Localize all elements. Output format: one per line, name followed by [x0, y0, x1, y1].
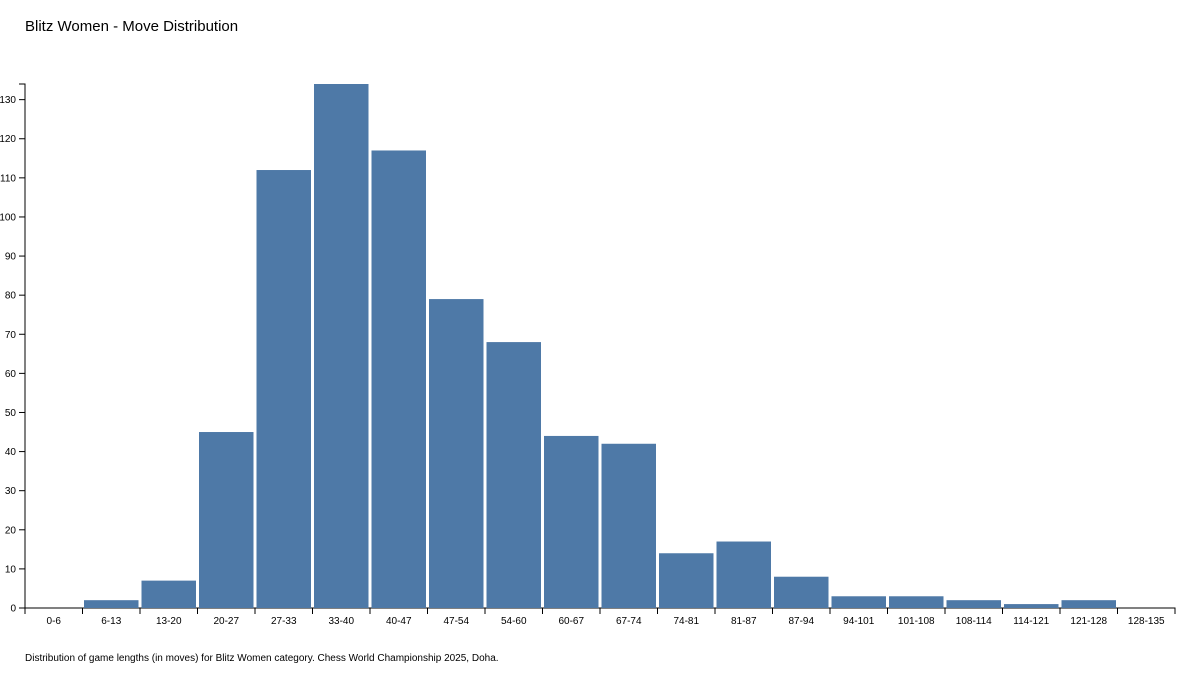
y-tick-label: 90 [5, 252, 17, 263]
x-tick-label: 128-135 [1128, 616, 1165, 627]
y-tick-label: 70 [5, 330, 17, 341]
bar [659, 553, 714, 608]
bar [946, 600, 1001, 608]
x-tick-label: 108-114 [956, 616, 992, 627]
bar [774, 576, 829, 608]
chart-title: Blitz Women - Move Distribution [25, 18, 238, 35]
x-tick-label: 114-121 [1013, 616, 1049, 627]
x-tick-label: 33-40 [328, 616, 354, 627]
x-tick-label: 60-67 [558, 616, 584, 627]
x-tick-label: 121-128 [1070, 616, 1107, 627]
bar [1004, 604, 1059, 608]
bar [371, 150, 426, 609]
y-tick-label: 100 [0, 212, 16, 223]
x-tick-label: 74-81 [673, 616, 699, 627]
y-tick-label: 10 [5, 564, 17, 575]
y-tick-label: 50 [5, 408, 17, 419]
bar [1061, 600, 1116, 608]
x-tick-label: 87-94 [788, 616, 814, 627]
bar [486, 342, 541, 608]
x-tick-label: 81-87 [731, 616, 757, 627]
y-tick-label: 0 [10, 604, 16, 615]
x-tick-label: 40-47 [386, 616, 412, 627]
bar [199, 432, 254, 608]
bar [889, 596, 944, 608]
x-tick-label: 67-74 [616, 616, 642, 627]
bar [84, 600, 139, 608]
x-tick-label: 27-33 [271, 616, 297, 627]
bar [601, 443, 656, 608]
bar [429, 299, 484, 608]
y-tick-label: 110 [0, 173, 16, 184]
x-tick-label: 47-54 [443, 616, 469, 627]
x-tick-label: 54-60 [501, 616, 527, 627]
bar [141, 580, 196, 608]
y-tick-label: 40 [5, 447, 17, 458]
x-tick-label: 94-101 [843, 616, 875, 627]
chart-caption: Distribution of game lengths (in moves) … [25, 653, 499, 664]
bar [314, 84, 369, 608]
bar [716, 541, 771, 608]
bar [544, 435, 599, 608]
x-tick-label: 13-20 [156, 616, 182, 627]
x-tick-label: 101-108 [898, 616, 935, 627]
x-tick-label: 20-27 [213, 616, 239, 627]
y-tick-label: 80 [5, 291, 17, 302]
y-tick-label: 60 [5, 369, 17, 380]
y-tick-label: 120 [0, 134, 16, 145]
bar [256, 170, 311, 608]
y-tick-label: 130 [0, 95, 16, 106]
y-tick-label: 30 [5, 486, 17, 497]
x-tick-label: 0-6 [47, 616, 62, 627]
x-tick-label: 6-13 [101, 616, 121, 627]
y-tick-label: 20 [5, 525, 17, 536]
bar [831, 596, 886, 608]
